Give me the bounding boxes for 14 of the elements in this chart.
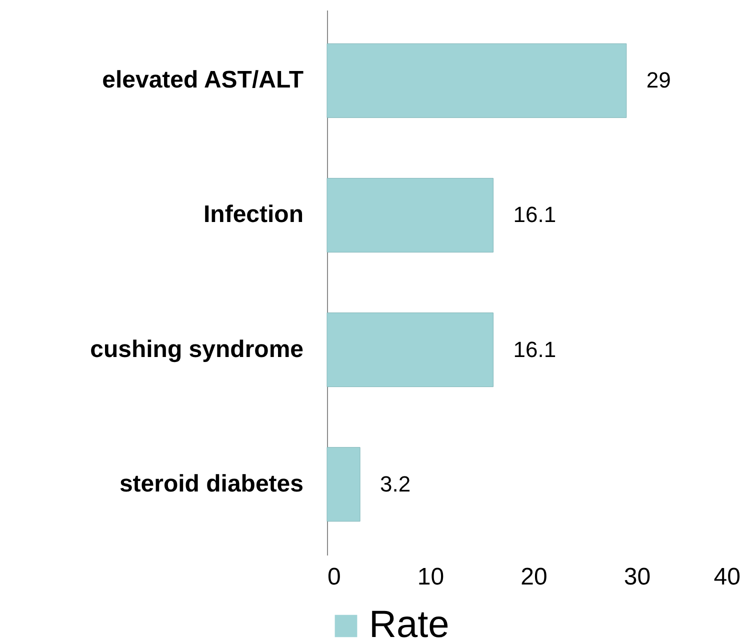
y-tick-label: Infection bbox=[204, 201, 304, 228]
data-label: 16.1 bbox=[513, 202, 556, 228]
x-tick-label: 0 bbox=[328, 564, 341, 590]
data-label: 16.1 bbox=[513, 336, 556, 362]
y-tick-label: cushing syndrome bbox=[90, 336, 304, 363]
y-tick-label: elevated AST/ALT bbox=[102, 66, 304, 94]
x-tick-label: 10 bbox=[417, 564, 444, 590]
legend-label: Rate bbox=[369, 604, 450, 639]
x-tick-label: 30 bbox=[624, 564, 651, 590]
x-tick-label: 20 bbox=[520, 564, 548, 590]
y-tick-label: steroid diabetes bbox=[119, 470, 304, 498]
data-label: 3.2 bbox=[380, 471, 411, 496]
x-tick-label: 40 bbox=[714, 564, 740, 590]
data-label: 29 bbox=[646, 68, 671, 93]
